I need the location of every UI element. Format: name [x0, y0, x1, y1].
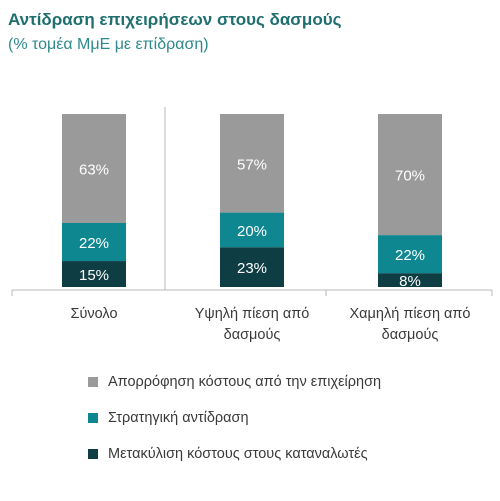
bar-segment [62, 261, 126, 287]
stacked-bar-chart: 15% 22% 63% Σύνολο 23% 20% 57% Υψηλή πίεση από δ… [11, 107, 493, 343]
category-label: Υψηλή πίεση από [195, 306, 310, 322]
bar-segment [378, 114, 442, 236]
chart-legend: Απορρόφηση κόστους από την επιχείρηση Στρ… [88, 372, 381, 480]
data-label: 15% [79, 267, 109, 284]
bar-segment [220, 114, 284, 213]
bar-segment [62, 222, 126, 262]
legend-swatch [88, 413, 98, 423]
data-label: 22% [395, 247, 425, 264]
data-label: 20% [237, 223, 267, 240]
legend-label: Απορρόφηση κόστους από την επιχείρηση [108, 374, 382, 390]
bar-segment [62, 114, 126, 223]
bar-segment [378, 235, 442, 274]
category-label: δασμούς [382, 327, 439, 343]
data-label: 22% [79, 235, 109, 252]
bar-segment [220, 247, 284, 287]
legend-item: Μετακύλιση κόστους στους καταναλωτές [88, 444, 381, 464]
category-label: Σύνολο [70, 306, 117, 322]
category-label: Χαμηλή πίεση από [350, 306, 471, 322]
legend-swatch [88, 449, 98, 459]
data-label: 70% [395, 168, 425, 185]
legend-item: Στρατηγική αντίδραση [88, 408, 381, 428]
data-label: 8% [399, 273, 421, 290]
data-label: 23% [237, 260, 267, 277]
legend-swatch [88, 377, 98, 387]
legend-label: Μετακύλιση κόστους στους καταναλωτές [108, 446, 368, 462]
bar-segment [378, 273, 442, 287]
category-label: δασμούς [224, 327, 281, 343]
legend-item: Απορρόφηση κόστους από την επιχείρηση [88, 372, 381, 392]
legend-label: Στρατηγική αντίδραση [108, 410, 249, 426]
data-label: 57% [237, 156, 267, 173]
chart-title: Αντίδραση επιχειρήσεων στους δασμούς [8, 10, 342, 29]
chart-subtitle: (% τομέα ΜμΕ με επίδραση) [8, 36, 209, 53]
bar-segment [220, 212, 284, 248]
data-label: 63% [79, 161, 109, 178]
